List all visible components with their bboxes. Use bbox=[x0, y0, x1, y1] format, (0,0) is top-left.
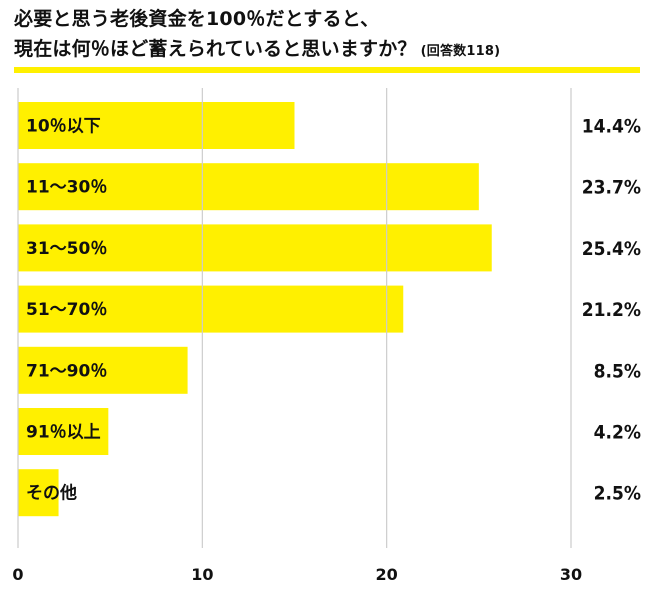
category-label-2: 11〜30％ bbox=[26, 178, 107, 198]
value-label-7: 2.5% bbox=[594, 483, 641, 505]
value-label-6: 4.2% bbox=[594, 422, 641, 444]
value-label-1: 14.4% bbox=[582, 116, 641, 138]
title-line-2: 現在は何％ほど蓄えられていると思いますか？ (回答数118) bbox=[14, 34, 644, 67]
x-tick-label-20: 20 bbox=[376, 565, 398, 584]
bar-7 bbox=[18, 469, 59, 517]
bar-2 bbox=[18, 163, 479, 211]
title-line-1: 必要と思う老後資金を100％だとすると、 bbox=[14, 8, 380, 30]
x-tick-label-30: 30 bbox=[560, 565, 582, 584]
bar-5 bbox=[18, 346, 188, 394]
category-label-5: 71〜90％ bbox=[26, 361, 107, 381]
value-label-2: 23.7% bbox=[582, 177, 641, 199]
value-label-5: 8.5% bbox=[594, 360, 641, 382]
bar-1 bbox=[18, 102, 295, 149]
value-label-4: 21.2% bbox=[582, 299, 641, 321]
x-tick-label-0: 0 bbox=[12, 565, 23, 584]
title-underline bbox=[14, 67, 640, 73]
value-label-3: 25.4% bbox=[582, 238, 641, 260]
bar-6 bbox=[18, 408, 109, 455]
category-label-6: 91％以上 bbox=[26, 423, 101, 443]
title-line-2-text: 現在は何％ほど蓄えられていると思いますか？ bbox=[14, 38, 417, 60]
category-label-4: 51〜70％ bbox=[26, 300, 107, 320]
bar-3 bbox=[18, 224, 492, 272]
chart-title: 必要と思う老後資金を100％だとすると、 現在は何％ほど蓄えられていると思います… bbox=[14, 4, 644, 67]
x-tick-label-10: 10 bbox=[191, 565, 213, 584]
category-label-7: その他 bbox=[26, 483, 77, 504]
category-label-3: 31〜50％ bbox=[26, 239, 107, 259]
respondent-count-note: (回答数118) bbox=[420, 44, 501, 59]
bar-4 bbox=[18, 285, 404, 333]
category-label-1: 10％以下 bbox=[26, 117, 101, 137]
